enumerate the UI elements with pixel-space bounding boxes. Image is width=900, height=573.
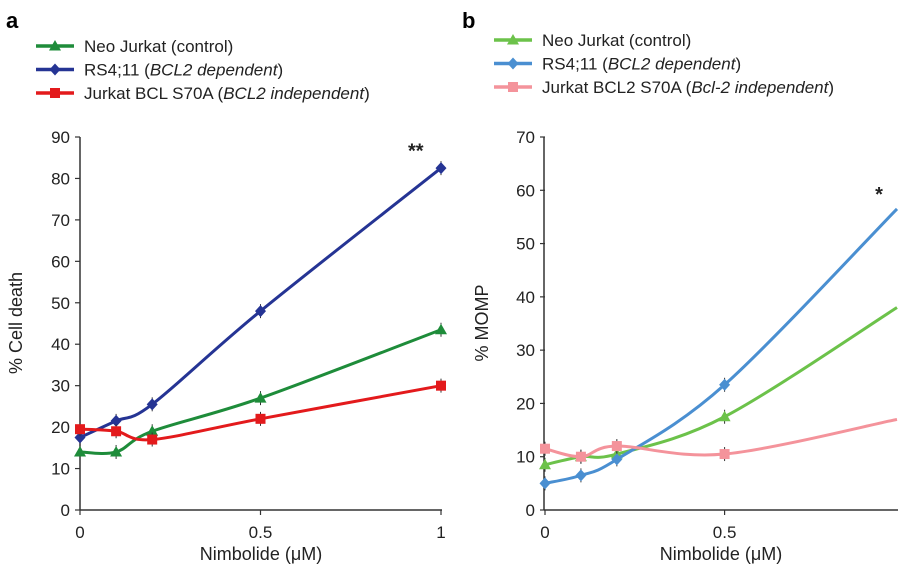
panel-b-legend-marker-1 — [507, 57, 519, 70]
a-series-1-point-1 — [110, 414, 122, 427]
b-series-line-1 — [544, 207, 899, 485]
panel-a-legend-label-1-part-2: ) — [277, 61, 283, 80]
a-x-tick-label-1: 0.5 — [249, 523, 273, 542]
a-series-2-point-0 — [75, 424, 85, 435]
a-series-2-point-4 — [436, 380, 446, 391]
panel-a-legend-label-2-part-1: BCL2 independent — [223, 84, 365, 103]
b-y-tick-label-4: 40 — [516, 288, 535, 307]
b-y-tick-label-3: 30 — [516, 341, 535, 360]
panel-a-legend-label-0: Neo Jurkat (control) — [84, 37, 233, 56]
panel-b-legend-label-2-part-1: Bcl-2 independent — [691, 78, 829, 97]
a-y-tick-label-7: 70 — [51, 211, 70, 230]
a-series-0-point-4 — [435, 323, 447, 335]
panel-a-legend-marker-2 — [50, 88, 60, 98]
a-y-tick-label-1: 10 — [51, 460, 70, 479]
panel-b-letter: b — [462, 8, 475, 33]
panel-a-legend-label-2-part-2: ) — [364, 84, 370, 103]
a-series-1-point-4 — [435, 162, 447, 175]
b-series-1-point-3 — [719, 378, 731, 391]
a-y-tick-label-4: 40 — [51, 335, 70, 354]
a-x-tick-label-2: 1 — [436, 523, 445, 542]
a-series-1-point-3 — [255, 305, 266, 318]
panel-b-legend-marker-2 — [508, 82, 518, 92]
panel-a-letter: a — [6, 8, 19, 33]
panel-b-legend-label-0-part-0: Neo Jurkat (control) — [542, 31, 691, 50]
b-series-1-point-2 — [611, 453, 623, 466]
a-y-tick-label-3: 30 — [51, 377, 70, 396]
panel-b-legend-label-2: Jurkat BCL2 S70A (Bcl-2 independent) — [542, 78, 834, 97]
panel-a-legend-marker-0 — [49, 40, 61, 51]
a-y-tick-label-5: 50 — [51, 294, 70, 313]
b-y-tick-label-0: 0 — [526, 501, 535, 520]
panel-a-legend-label-0-part-0: Neo Jurkat (control) — [84, 37, 233, 56]
panel-a-ticks: 0 10 20 30 40 50 60 70 80 90 0 0.5 1 — [51, 128, 446, 542]
panel-b-series: * — [539, 184, 899, 491]
b-series-2-point-2 — [611, 441, 622, 452]
b-series-2-point-1 — [575, 451, 586, 462]
panel-b-legend: Neo Jurkat (control) RS4;11 (BCL2 depende… — [494, 31, 834, 97]
panel-a-x-axis-title: Nimbolide (μM) — [200, 544, 322, 564]
panel-a-series: ** — [74, 141, 447, 459]
a-series-0-point-2 — [146, 425, 159, 436]
a-y-tick-label-0: 0 — [61, 501, 70, 520]
panel-a-y-axis-title: % Cell death — [6, 272, 26, 374]
a-x-tick-label-0: 0 — [75, 523, 84, 542]
b-y-tick-label-5: 50 — [516, 235, 535, 254]
a-series-0-point-1 — [110, 445, 123, 457]
panel-b-legend-label-1: RS4;11 (BCL2 dependent) — [542, 55, 741, 74]
a-series-2-point-1 — [111, 426, 122, 437]
panel-a-legend-label-1-part-0: RS4;11 ( — [84, 61, 150, 80]
a-y-tick-label-6: 60 — [51, 252, 70, 271]
a-series-1-point-0 — [74, 431, 86, 444]
a-series-2-point-3 — [255, 413, 266, 424]
panel-b-legend-marker-0 — [507, 34, 519, 45]
a-y-tick-label-2: 20 — [51, 418, 70, 437]
b-series-0-point-3 — [718, 410, 731, 422]
panel-a-legend-label-2-part-0: Jurkat BCL S70A ( — [84, 84, 224, 103]
panel-a-legend-label-2: Jurkat BCL S70A (BCL2 independent) — [84, 84, 370, 103]
b-series-2-point-3 — [719, 449, 730, 460]
a-y-tick-label-9: 90 — [51, 128, 70, 147]
a-series-2-point-2 — [147, 434, 158, 445]
panel-b: b Neo Jurkat (control) RS4;11 (BCL2 depen… — [462, 8, 899, 564]
panel-a-legend-marker-1 — [49, 63, 61, 76]
b-series-0-point-0 — [539, 458, 551, 470]
panel-a-legend: Neo Jurkat (control) RS4;11 (BCL2 depende… — [36, 37, 370, 103]
b-series-1-point-1 — [575, 469, 587, 482]
panel-a-legend-label-1: RS4;11 (BCL2 dependent) — [84, 61, 283, 80]
b-y-tick-label-6: 60 — [516, 181, 535, 200]
panel-b-legend-label-1-part-1: BCL2 dependent — [608, 55, 737, 74]
b-x-tick-label-0: 0 — [540, 523, 549, 542]
b-series-2-point-0 — [540, 443, 550, 454]
panel-a-legend-label-1-part-1: BCL2 dependent — [150, 61, 279, 80]
b-series-1-point-0 — [539, 477, 551, 490]
b-significance-marker-0: * — [875, 184, 883, 206]
panel-b-legend-label-2-part-0: Jurkat BCL2 S70A ( — [542, 78, 692, 97]
panel-b-legend-label-1-part-0: RS4;11 ( — [542, 55, 608, 74]
panel-a: a Neo Jurkat (control) RS4;11 (BCL2 depen… — [6, 8, 447, 564]
panel-b-y-axis-title: % MOMP — [472, 284, 492, 361]
a-series-0-point-3 — [254, 392, 267, 403]
a-y-tick-label-8: 80 — [51, 169, 70, 188]
panel-b-x-axis-title: Nimbolide (μM) — [660, 544, 782, 564]
a-series-0-point-0 — [74, 445, 86, 457]
b-y-tick-label-1: 10 — [516, 448, 535, 467]
b-y-tick-label-7: 70 — [516, 128, 535, 147]
panel-b-legend-label-2-part-2: ) — [828, 78, 834, 97]
b-y-tick-label-2: 20 — [516, 394, 535, 413]
panel-b-legend-label-1-part-2: ) — [735, 55, 741, 74]
panel-b-legend-label-0: Neo Jurkat (control) — [542, 31, 691, 50]
a-significance-marker-0: ** — [408, 141, 424, 163]
a-series-1-point-2 — [146, 398, 158, 411]
a-series-line-0 — [79, 328, 442, 455]
b-x-tick-label-1: 0.5 — [713, 523, 737, 542]
panel-b-ticks: 0 10 20 30 40 50 60 70 0 0.5 — [516, 128, 736, 542]
